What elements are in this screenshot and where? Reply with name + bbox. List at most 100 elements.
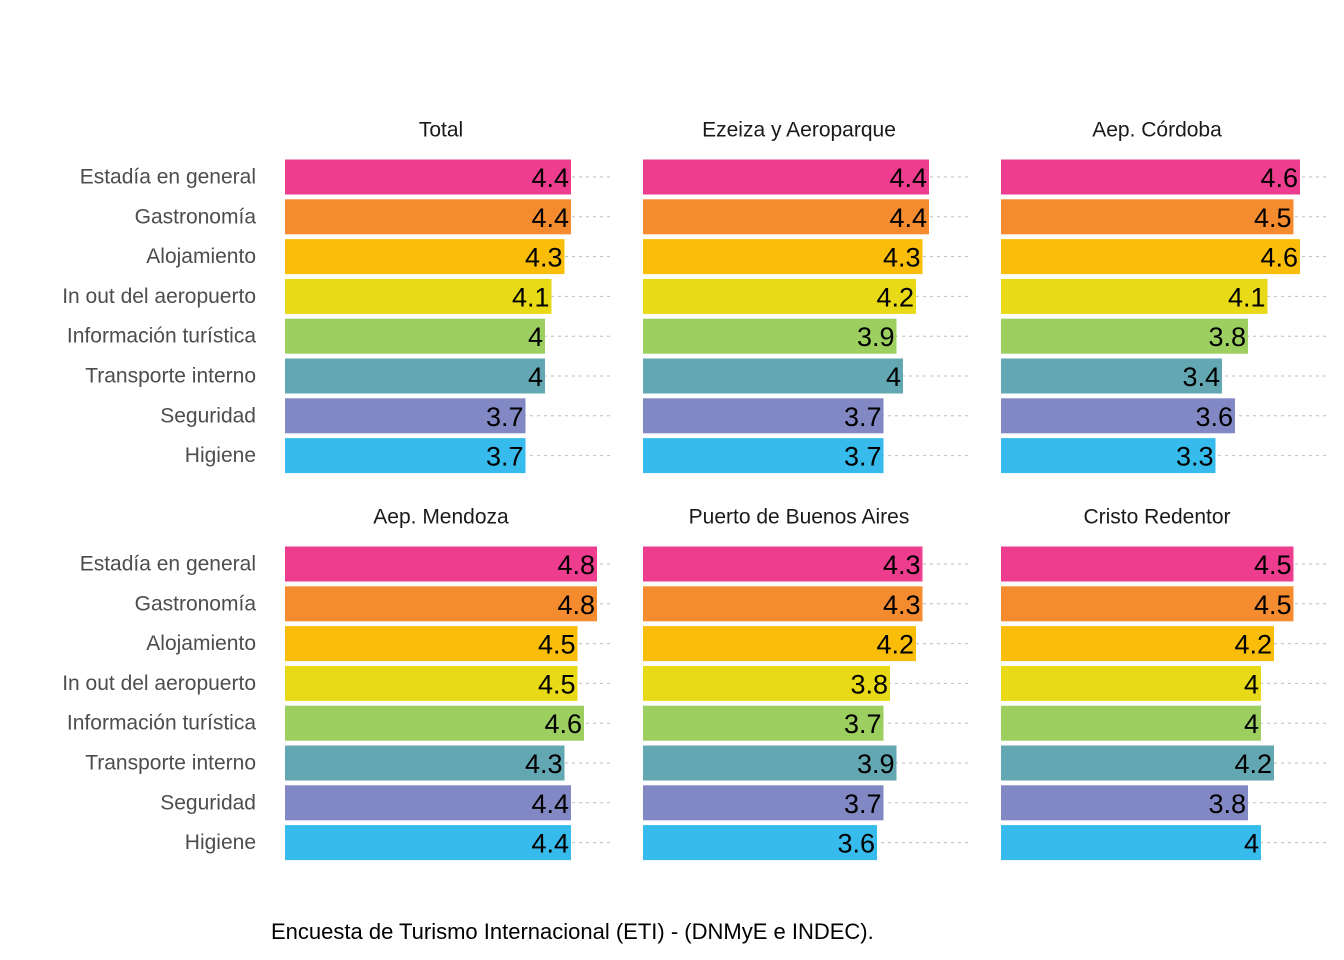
data-label: 4 [1244,829,1259,859]
data-label: 4.5 [538,669,576,699]
bar [1001,546,1294,582]
y-tick-label: In out del aeropuerto [62,285,256,308]
bar [1001,398,1235,434]
chart-caption: Encuesta de Turismo Internacional (ETI) … [271,919,874,944]
data-label: 4 [886,362,901,392]
bar [285,745,565,781]
bar [285,546,597,582]
y-tick-label: Alojamiento [146,245,256,268]
y-tick-label: Transporte interno [85,365,256,388]
bar [643,278,916,314]
data-label: 4.4 [531,789,569,819]
bar [1001,665,1261,701]
bar [285,318,545,354]
bar [1001,825,1261,861]
data-label: 3.6 [1195,402,1233,432]
y-tick-label: Información turística [67,325,256,348]
data-label: 4.2 [876,282,914,312]
data-label: 4 [528,322,543,352]
bar [285,199,571,235]
data-label: 3.9 [857,322,895,352]
data-label: 3.7 [844,709,882,739]
panel-title: Total [419,119,463,142]
bar [643,159,929,195]
bar [643,705,884,741]
y-tick-label: Gastronomía [135,205,257,228]
data-label: 4.1 [1228,282,1266,312]
bar [643,438,884,474]
data-label: 4.6 [544,709,582,739]
data-label: 4.3 [883,550,921,580]
data-label: 3.7 [844,402,882,432]
data-label: 4.1 [512,282,550,312]
data-label: 3.7 [486,402,524,432]
bar [643,546,923,582]
data-label: 3.6 [837,829,875,859]
data-label: 3.7 [486,442,524,472]
y-tick-label: Gastronomía [135,592,257,615]
data-label: 4.5 [538,630,576,660]
data-label: 3.7 [844,789,882,819]
bar [285,705,584,741]
bar [285,665,578,701]
y-tick-label: Estadía en general [80,553,256,576]
data-label: 3.8 [1208,322,1246,352]
y-tick-label: Higiene [185,831,256,854]
data-label: 4.4 [889,163,927,193]
data-label: 4.5 [1254,550,1292,580]
bar [643,785,884,821]
panel-title: Cristo Redentor [1083,506,1230,529]
bar [1001,785,1248,821]
bar [643,199,929,235]
y-tick-label: In out del aeropuerto [62,672,256,695]
data-label: 4.2 [1234,630,1272,660]
y-tick-label: Estadía en general [80,166,256,189]
bar [1001,239,1300,275]
data-label: 3.8 [850,669,888,699]
bar [1001,626,1274,662]
data-label: 4.2 [876,630,914,660]
bar [1001,745,1274,781]
bar [643,318,897,354]
bar [1001,358,1222,394]
data-label: 4.6 [1260,163,1298,193]
panel-title: Aep. Mendoza [373,506,509,529]
bar [643,239,923,275]
bar [643,398,884,434]
bar [285,626,578,662]
bar [643,358,903,394]
y-tick-label: Transporte interno [85,752,256,775]
data-label: 4 [1244,669,1259,699]
bar [1001,438,1216,474]
data-label: 4.6 [1260,243,1298,273]
bar [285,825,571,861]
data-label: 4.4 [531,163,569,193]
bar [285,159,571,195]
data-label: 4.8 [557,550,595,580]
y-tick-label: Alojamiento [146,632,256,655]
data-label: 3.8 [1208,789,1246,819]
bar [1001,705,1261,741]
data-label: 3.9 [857,749,895,779]
panel-title: Puerto de Buenos Aires [689,506,910,529]
data-label: 4.3 [883,590,921,620]
panel-title: Aep. Córdoba [1092,119,1222,142]
data-label: 4.2 [1234,749,1272,779]
bar [643,665,890,701]
bar [643,745,897,781]
y-tick-label: Información turística [67,712,256,735]
data-label: 4.4 [531,203,569,233]
y-tick-label: Seguridad [160,404,256,427]
bar [1001,159,1300,195]
bar [1001,199,1294,235]
panel-title: Ezeiza y Aeroparque [702,119,896,142]
bar [285,785,571,821]
data-label: 4.3 [525,243,563,273]
bar [285,438,526,474]
data-label: 4 [1244,709,1259,739]
data-label: 4.8 [557,590,595,620]
data-label: 4.5 [1254,203,1292,233]
y-tick-label: Seguridad [160,791,256,814]
bar [285,586,597,622]
